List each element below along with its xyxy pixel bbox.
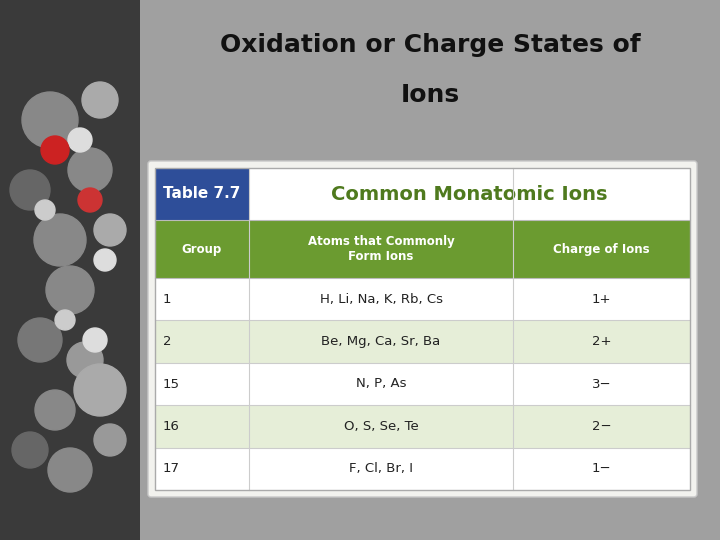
Text: Oxidation or Charge States of: Oxidation or Charge States of [220, 33, 641, 57]
Bar [155, 168, 690, 490]
Text: 2: 2 [163, 335, 171, 348]
Bar [248, 405, 513, 448]
Circle shape [34, 214, 86, 266]
Circle shape [48, 448, 92, 492]
Circle shape [94, 424, 126, 456]
Text: 16: 16 [163, 420, 180, 433]
Bar [248, 448, 513, 490]
Text: Common Monatomic Ions: Common Monatomic Ions [331, 185, 608, 204]
Text: H, Li, Na, K, Rb, Cs: H, Li, Na, K, Rb, Cs [320, 293, 443, 306]
Circle shape [10, 170, 50, 210]
Bar [248, 220, 513, 278]
Text: O, S, Se, Te: O, S, Se, Te [343, 420, 418, 433]
Bar [248, 363, 513, 405]
Circle shape [35, 200, 55, 220]
Bar [513, 320, 690, 363]
Bar [155, 278, 248, 320]
Circle shape [68, 148, 112, 192]
Bar [513, 405, 690, 448]
Text: 1−: 1− [592, 462, 611, 475]
Circle shape [67, 342, 103, 378]
Text: Group: Group [181, 242, 222, 255]
Circle shape [82, 82, 118, 118]
Bar [513, 220, 690, 278]
Text: 1+: 1+ [592, 293, 611, 306]
Bar [248, 320, 513, 363]
Text: 3−: 3− [592, 377, 611, 390]
Bar [155, 168, 248, 220]
Circle shape [78, 188, 102, 212]
Text: N, P, As: N, P, As [356, 377, 406, 390]
Bar [248, 168, 690, 220]
Circle shape [55, 310, 75, 330]
Text: Charge of Ions: Charge of Ions [554, 242, 650, 255]
Circle shape [41, 136, 69, 164]
Bar [0, 0, 140, 540]
Text: 2+: 2+ [592, 335, 611, 348]
Bar [513, 448, 690, 490]
Circle shape [12, 432, 48, 468]
Text: Atoms that Commonly
Form Ions: Atoms that Commonly Form Ions [307, 234, 454, 264]
Bar [513, 363, 690, 405]
Text: 2−: 2− [592, 420, 611, 433]
Text: Table 7.7: Table 7.7 [163, 186, 240, 201]
Text: 15: 15 [163, 377, 180, 390]
Circle shape [18, 318, 62, 362]
Bar [155, 320, 248, 363]
Circle shape [22, 92, 78, 148]
Bar [155, 448, 248, 490]
Text: Be, Mg, Ca, Sr, Ba: Be, Mg, Ca, Sr, Ba [321, 335, 441, 348]
Circle shape [68, 128, 92, 152]
Text: 17: 17 [163, 462, 180, 475]
Circle shape [94, 249, 116, 271]
Circle shape [35, 390, 75, 430]
Text: 1: 1 [163, 293, 171, 306]
Bar [248, 278, 513, 320]
Bar [155, 405, 248, 448]
Text: F, Cl, Br, I: F, Cl, Br, I [349, 462, 413, 475]
Bar [155, 363, 248, 405]
FancyBboxPatch shape [148, 161, 697, 497]
Bar [155, 220, 248, 278]
Bar [513, 278, 690, 320]
Circle shape [83, 328, 107, 352]
Circle shape [94, 214, 126, 246]
Circle shape [74, 364, 126, 416]
Circle shape [46, 266, 94, 314]
Text: Ions: Ions [400, 83, 460, 107]
